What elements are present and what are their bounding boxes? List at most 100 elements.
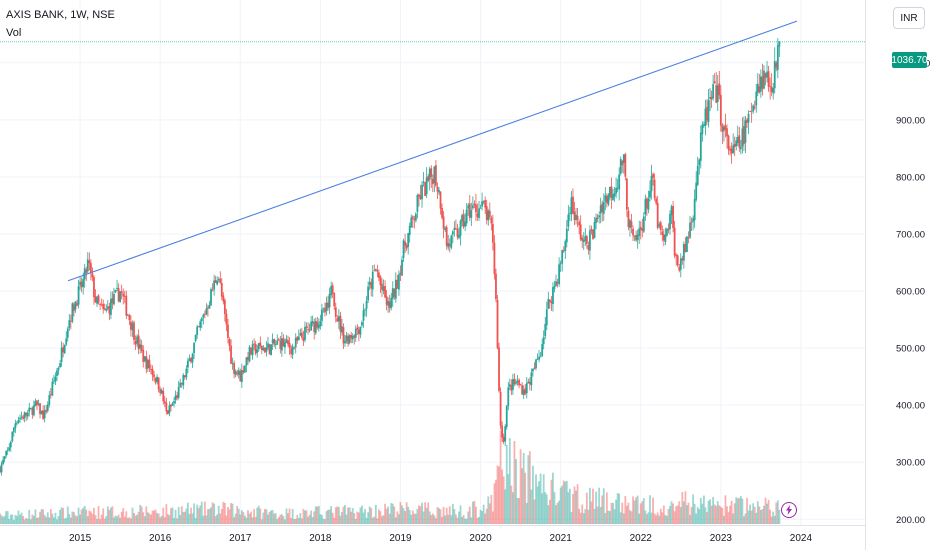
candle-body: [453, 227, 456, 230]
volume-bar: [508, 438, 511, 524]
volume-bar: [721, 507, 724, 524]
candle-body: [203, 313, 206, 315]
candle-body: [43, 410, 46, 419]
candle-body: [256, 349, 259, 353]
candle-body: [602, 201, 605, 214]
candle-body: [539, 356, 542, 358]
candle-body: [345, 335, 348, 342]
volume-bar: [117, 514, 120, 524]
candle-body: [579, 224, 582, 240]
lightning-icon[interactable]: [781, 502, 797, 518]
volume-bar: [770, 516, 773, 524]
candle-body: [80, 281, 83, 288]
candle-body: [467, 205, 470, 209]
candle-body: [162, 390, 165, 402]
candle-body: [508, 384, 511, 387]
volume-bar: [251, 517, 254, 524]
volume-bar: [56, 519, 58, 524]
candle-body: [327, 302, 329, 308]
volume-bar: [488, 503, 491, 524]
volume-bar: [362, 512, 365, 524]
volume-bar: [733, 503, 736, 524]
candle-body: [85, 269, 88, 273]
volume-bar: [196, 504, 199, 524]
candle-body: [413, 218, 416, 221]
candle-body: [123, 295, 126, 297]
candle-body: [689, 222, 691, 238]
candle-body: [682, 244, 685, 261]
volume-bar: [339, 515, 342, 524]
candle-body: [558, 264, 561, 285]
volume-bar: [564, 481, 567, 524]
volume-bar: [396, 511, 399, 524]
candle-body: [137, 335, 140, 350]
candle-body: [536, 358, 539, 360]
volume-bar: [156, 513, 159, 524]
candle-body: [40, 410, 43, 415]
candle-body: [465, 209, 468, 224]
volume-bar: [123, 516, 126, 524]
volume-bar: [559, 487, 562, 524]
candle-body: [767, 71, 770, 87]
candle-body: [585, 236, 588, 244]
volume-indicator-label[interactable]: Vol: [6, 27, 22, 39]
volume-bar: [154, 509, 157, 524]
candle-body: [618, 174, 621, 190]
candle-body: [350, 334, 353, 339]
candle-body: [341, 326, 343, 333]
volume-bar: [102, 508, 105, 524]
volume-bar: [173, 518, 175, 524]
candle-body: [220, 283, 223, 297]
volume-bar: [769, 509, 772, 524]
volume-bar: [176, 518, 179, 524]
volume-bar: [159, 517, 162, 524]
volume-bar: [462, 515, 465, 524]
volume-bar: [367, 512, 370, 524]
candle-body: [473, 203, 476, 205]
candle-body: [727, 135, 730, 150]
currency-button[interactable]: INR: [893, 7, 925, 29]
volume-bar: [764, 497, 767, 524]
volume-bar: [639, 503, 642, 524]
candle-body: [142, 349, 145, 362]
candle-body: [99, 303, 102, 305]
candle-body: [284, 342, 286, 348]
price-axis[interactable]: 200.00 300.00 400.00 500.00 600.00 700.00 800.…: [865, 0, 931, 550]
candle-body: [250, 347, 252, 355]
volume-bar: [379, 511, 382, 524]
volume-bar: [384, 503, 386, 524]
volume-bar: [68, 514, 71, 524]
time-axis[interactable]: 2015 2016 2017 2018 2019 2020 2021 2022 2023 2024: [0, 525, 865, 545]
volume-bar: [607, 510, 610, 524]
volume-bar: [213, 503, 215, 524]
volume-bar: [729, 505, 731, 524]
volume-bar: [638, 513, 641, 524]
volume-bar: [493, 483, 496, 524]
candle-body: [738, 135, 741, 148]
volume-bar: [197, 508, 200, 524]
symbol-title[interactable]: AXIS BANK, 1W, NSE: [6, 9, 115, 21]
volume-bar: [344, 505, 346, 524]
candle-body: [627, 210, 630, 227]
candle-body: [578, 221, 581, 226]
volume-bar: [287, 513, 289, 524]
candle-body: [344, 340, 346, 344]
candle-body: [729, 148, 731, 151]
candle-body: [113, 293, 115, 305]
volume-bar: [485, 508, 488, 524]
volume-bar: [438, 508, 440, 524]
candle-body: [159, 389, 162, 394]
volume-bar: [702, 495, 705, 524]
candle-body: [641, 228, 644, 231]
volume-bar: [97, 506, 100, 524]
candle-body: [431, 178, 434, 185]
volume-bar: [568, 488, 571, 524]
candle-body: [133, 322, 135, 340]
volume-bar: [701, 503, 704, 524]
volume-bar: [59, 509, 61, 524]
x-tick-label: 2015: [69, 533, 92, 544]
candle-body: [528, 381, 531, 385]
candle-body: [248, 346, 251, 362]
candle-body: [607, 194, 610, 205]
